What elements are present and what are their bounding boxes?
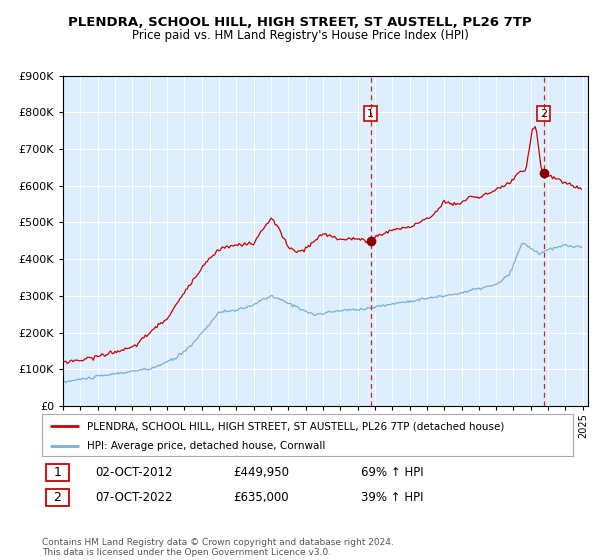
Text: 2: 2 bbox=[540, 109, 547, 119]
Text: 1: 1 bbox=[367, 109, 374, 119]
Text: 07-OCT-2022: 07-OCT-2022 bbox=[95, 491, 173, 504]
Text: 39% ↑ HPI: 39% ↑ HPI bbox=[361, 491, 423, 504]
Text: 69% ↑ HPI: 69% ↑ HPI bbox=[361, 466, 423, 479]
Text: 02-OCT-2012: 02-OCT-2012 bbox=[95, 466, 173, 479]
Text: HPI: Average price, detached house, Cornwall: HPI: Average price, detached house, Corn… bbox=[87, 441, 326, 451]
FancyBboxPatch shape bbox=[46, 464, 68, 481]
FancyBboxPatch shape bbox=[46, 489, 68, 506]
Text: £635,000: £635,000 bbox=[233, 491, 289, 504]
Text: 2: 2 bbox=[53, 491, 61, 504]
Text: £449,950: £449,950 bbox=[233, 466, 289, 479]
Text: Contains HM Land Registry data © Crown copyright and database right 2024.
This d: Contains HM Land Registry data © Crown c… bbox=[42, 538, 394, 557]
Text: PLENDRA, SCHOOL HILL, HIGH STREET, ST AUSTELL, PL26 7TP: PLENDRA, SCHOOL HILL, HIGH STREET, ST AU… bbox=[68, 16, 532, 29]
Text: 1: 1 bbox=[53, 466, 61, 479]
Text: PLENDRA, SCHOOL HILL, HIGH STREET, ST AUSTELL, PL26 7TP (detached house): PLENDRA, SCHOOL HILL, HIGH STREET, ST AU… bbox=[87, 421, 505, 431]
Text: Price paid vs. HM Land Registry's House Price Index (HPI): Price paid vs. HM Land Registry's House … bbox=[131, 29, 469, 42]
